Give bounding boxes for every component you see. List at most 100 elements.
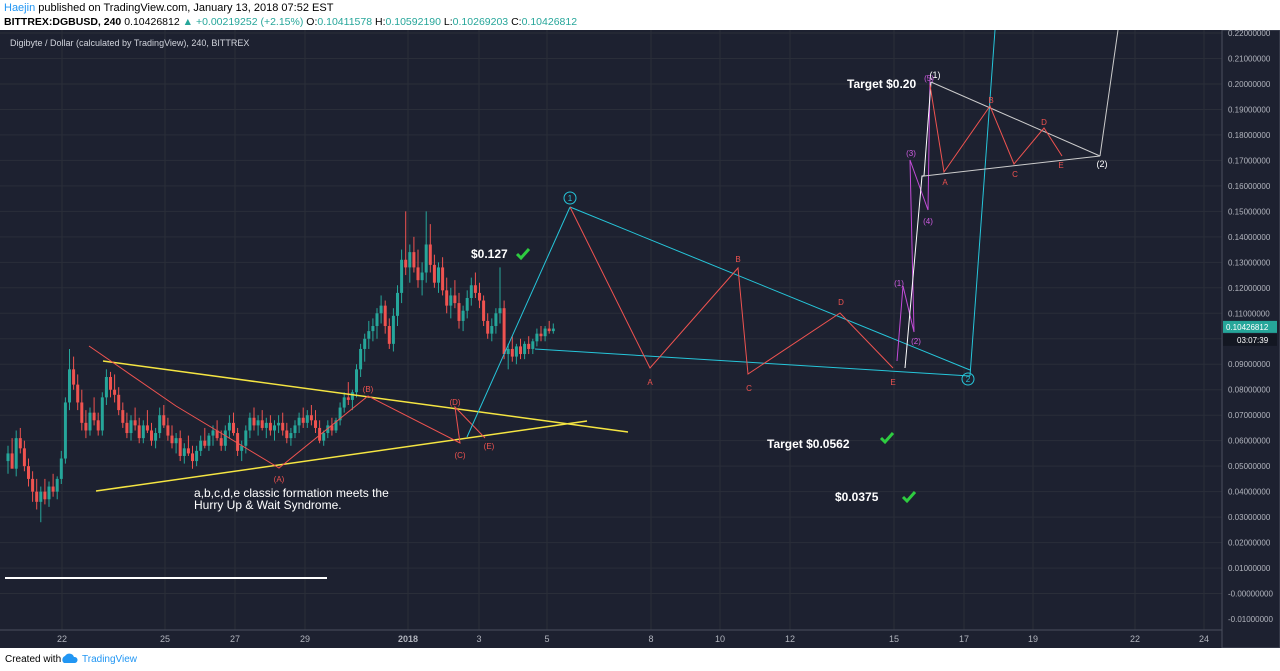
candle-body [547,328,551,332]
y-tick-label: 0.15000000 [1228,207,1271,216]
candle-body [162,415,166,426]
countdown-text: 03:07:39 [1237,336,1269,345]
candle-body [6,453,10,462]
wave-circle-label: 1 [568,194,573,203]
wave-path-abcde-2 [569,206,894,375]
x-tick-label: 24 [1199,634,1209,644]
wave-label: (C) [454,451,465,460]
candle-body [535,333,539,342]
candle-body [268,422,272,431]
y-tick-label: 0.02000000 [1228,539,1271,548]
high-label: H: [375,16,386,28]
candle-body [104,376,108,398]
triangle2-upper-line [569,206,971,371]
note-line-2: Hurry Up & Wait Syndrome. [194,498,342,512]
x-tick-label: 22 [1130,634,1140,644]
last-price-tag [1223,320,1277,333]
candle-body [408,252,412,268]
candle-body [355,369,358,393]
candle-body [502,308,506,355]
wave-circle-label: 2 [966,375,971,384]
candle-body [441,267,445,291]
x-tick-label: 12 [785,634,795,644]
candle-body [400,259,404,293]
open-label: O: [306,16,318,28]
breakout-line-cyan [969,30,996,377]
candle-body [27,466,30,479]
candle-body [137,425,141,439]
candle-body [379,305,383,314]
x-tick-label: 8 [648,634,653,644]
candle-body [31,478,35,492]
candle-body [342,397,346,408]
footer: Created with TradingView [0,648,1280,671]
candle-body [264,422,268,428]
candle-body [92,412,96,421]
wave-label: C [746,384,752,393]
author-link[interactable]: Haejin [4,2,36,14]
x-tick-label: 15 [889,634,899,644]
candle-body [14,438,18,469]
candle-body [363,338,367,349]
candle-body [305,415,309,423]
candle-body [84,422,88,431]
candle-body [350,392,354,400]
y-tick-label: 0.12000000 [1228,284,1271,293]
tradingview-brand[interactable]: TradingView [82,654,138,665]
candle-body [461,310,465,321]
ohlc-line: BITTREX:DGBUSD, 240 0.10426812 ▲ +0.0021… [4,16,577,28]
candle-body [428,244,432,265]
wave-circle [961,372,975,386]
candle-body [297,417,301,426]
created-with-text: Created with [5,654,62,665]
candle-body [227,422,231,431]
wave-label: (A) [274,475,285,484]
impulse-label: (1) [894,279,904,288]
candle-body [490,326,494,334]
check-icon [879,432,895,445]
candle-body [39,491,43,502]
candle-body [76,384,80,403]
candle-body [383,305,387,327]
x-tick-label: 27 [230,634,240,644]
candle-body [121,410,125,423]
candle-body [18,438,22,449]
chart-area[interactable]: 0.22000000 0.21000000 0.20000000 0.19000000… [0,30,1280,648]
wave-label: A [647,378,653,387]
candle-body [432,264,436,283]
candle-body [182,448,186,456]
price-chart[interactable]: 0.22000000 0.21000000 0.20000000 0.19000000… [0,30,1280,648]
candle-body [133,420,137,426]
candle-body [22,448,26,467]
candle-body [387,326,391,344]
triangle3-lower-line [923,155,1101,177]
candle-body [100,397,104,431]
candle-body [486,320,490,334]
note-line-1: a,b,c,d,e classic formation meets the [194,486,389,500]
candle-body [318,427,322,441]
candle-body [293,425,297,434]
y-tick-label: 0.22000000 [1228,30,1271,38]
candle-body [510,348,514,357]
triangle2-lower-line [534,348,971,377]
candle-body [391,315,395,344]
y-tick-label: 0.06000000 [1228,437,1271,446]
impulse-line-cyan [466,206,571,438]
y-tick-label: 0.11000000 [1228,309,1270,318]
impulse-wave-path [896,77,931,362]
y-tick-label: 0.05000000 [1228,462,1271,471]
published-text: published on TradingView.com, January 13… [38,2,334,14]
candle-body [273,425,276,431]
wave-label: C [1012,170,1018,179]
wave-label: B [735,255,740,264]
y-tick-label: -0.01000000 [1228,615,1273,624]
candle-body [248,417,252,431]
impulse-label: (2) [911,337,921,346]
candle-body [141,425,145,439]
x-tick-label: 25 [160,634,170,644]
candle-body [453,295,457,304]
y-tick-label: 0.04000000 [1228,488,1271,497]
chart-title: Digibyte / Dollar (calculated by Trading… [10,38,249,48]
close-value: 0.10426812 [521,16,578,28]
x-tick-label: 22 [57,634,67,644]
